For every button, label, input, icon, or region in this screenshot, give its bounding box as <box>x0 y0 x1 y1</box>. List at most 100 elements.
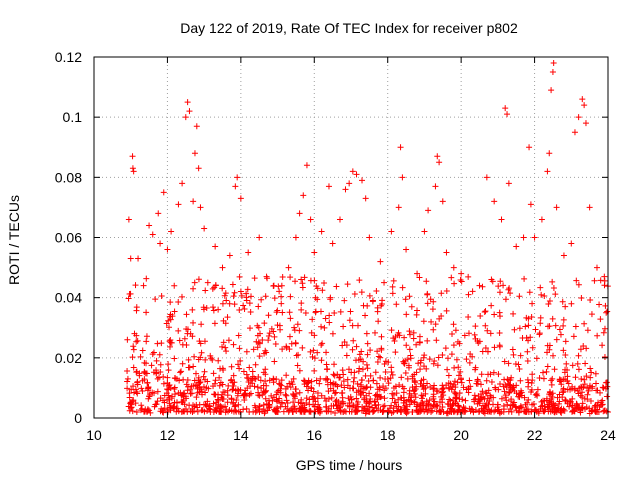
data-point <box>319 340 326 347</box>
data-point <box>291 327 298 334</box>
data-point <box>369 404 376 411</box>
data-point <box>330 380 337 387</box>
data-point <box>298 300 305 307</box>
data-point <box>350 385 357 392</box>
data-point <box>164 246 171 253</box>
data-point <box>293 352 300 359</box>
data-point <box>397 144 404 151</box>
data-point <box>572 374 579 381</box>
data-point <box>420 318 427 325</box>
data-point <box>505 390 512 397</box>
data-point <box>483 377 490 384</box>
data-point <box>406 293 413 300</box>
data-point <box>265 312 272 319</box>
data-point <box>543 368 550 375</box>
data-point <box>167 299 174 306</box>
data-point <box>500 408 507 415</box>
data-point <box>219 343 226 350</box>
data-point <box>354 398 361 405</box>
data-point <box>414 270 421 277</box>
data-point <box>200 304 207 311</box>
data-point <box>382 358 389 365</box>
data-point <box>261 320 268 327</box>
data-point <box>593 264 600 271</box>
data-point <box>429 306 436 313</box>
data-point <box>362 372 369 379</box>
data-point <box>549 278 556 285</box>
data-point <box>296 405 303 412</box>
data-point <box>546 342 553 349</box>
data-point <box>538 216 545 223</box>
data-point <box>506 285 513 292</box>
data-point <box>550 60 557 67</box>
data-point <box>564 367 571 374</box>
data-point <box>500 282 507 289</box>
data-point <box>353 404 360 411</box>
data-point <box>456 389 463 396</box>
data-point <box>184 99 191 106</box>
data-point <box>215 397 222 404</box>
data-point <box>171 308 178 315</box>
data-point <box>135 255 142 262</box>
data-point <box>559 394 566 401</box>
data-point <box>521 394 528 401</box>
data-point <box>579 400 586 407</box>
data-point <box>478 381 485 388</box>
data-point <box>286 309 293 316</box>
data-point <box>587 365 594 372</box>
data-point <box>184 408 191 415</box>
data-point <box>144 379 151 386</box>
data-point <box>549 393 556 400</box>
data-point <box>374 348 381 355</box>
data-point <box>544 363 551 370</box>
data-point <box>443 382 450 389</box>
data-point <box>569 383 576 390</box>
data-point <box>207 408 214 415</box>
x-tick-label: 12 <box>160 427 176 443</box>
data-point <box>308 378 315 385</box>
data-point <box>211 380 218 387</box>
data-point <box>374 392 381 399</box>
data-point <box>366 234 373 241</box>
data-point <box>526 289 533 296</box>
data-point <box>560 316 567 323</box>
data-point <box>219 285 226 292</box>
data-point <box>224 314 231 321</box>
data-point <box>194 404 201 411</box>
data-point <box>263 387 270 394</box>
data-point <box>261 410 268 417</box>
data-point <box>483 174 490 181</box>
data-point <box>553 204 560 211</box>
data-point <box>473 380 480 387</box>
data-point <box>415 408 422 415</box>
data-point <box>449 331 456 338</box>
data-point <box>475 340 482 346</box>
data-point <box>220 396 227 403</box>
data-point <box>525 396 532 403</box>
data-point <box>471 398 478 405</box>
data-point <box>273 309 280 316</box>
data-point <box>189 333 196 340</box>
data-point <box>178 392 185 399</box>
data-point <box>516 325 523 332</box>
x-tick-label: 24 <box>600 427 616 443</box>
data-point <box>308 384 315 391</box>
data-point <box>359 366 366 373</box>
data-point <box>305 377 312 384</box>
data-point <box>222 409 229 416</box>
data-point <box>331 372 338 379</box>
data-point <box>189 408 196 415</box>
data-point <box>151 403 158 410</box>
data-point <box>547 389 554 396</box>
data-point <box>451 364 458 371</box>
data-point <box>193 370 199 377</box>
data-point <box>518 387 525 394</box>
data-point <box>443 307 450 314</box>
data-point <box>604 308 611 315</box>
data-point <box>323 375 330 382</box>
data-point <box>153 357 160 364</box>
data-point <box>231 289 238 296</box>
data-point <box>318 357 325 364</box>
data-point <box>587 296 594 303</box>
data-point <box>211 320 218 327</box>
